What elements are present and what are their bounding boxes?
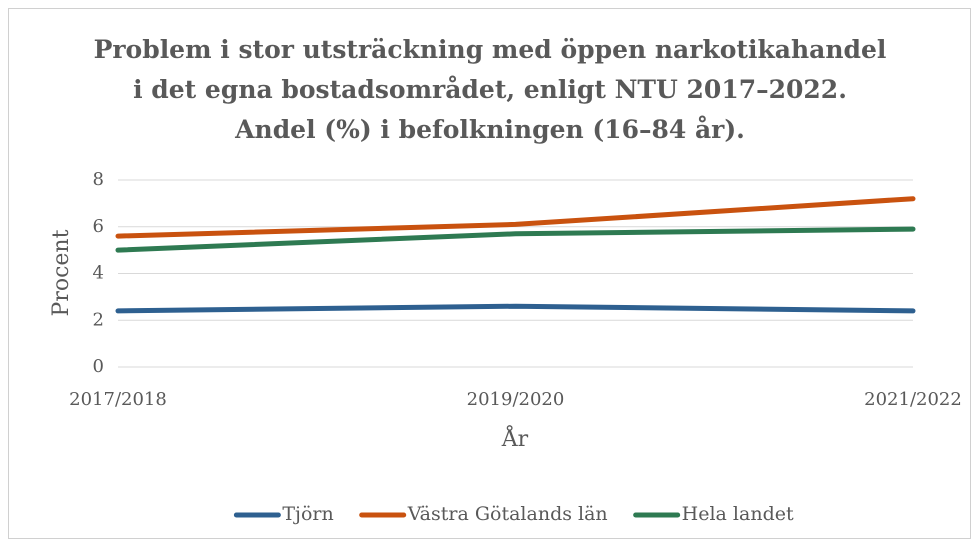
y-tick-label: 2 bbox=[93, 309, 104, 330]
y-tick-label: 0 bbox=[93, 356, 104, 377]
data-line bbox=[115, 226, 916, 253]
legend-item: Västra Götalands län bbox=[359, 503, 608, 525]
legend-label: Hela landet bbox=[682, 503, 794, 525]
chart-border bbox=[8, 8, 971, 539]
chart-title: Problem i stor utsträckning med öppen na… bbox=[93, 35, 887, 144]
y-tick-label: 4 bbox=[93, 263, 104, 284]
x-tick-label: 2019/2020 bbox=[467, 389, 565, 410]
data-line bbox=[115, 196, 916, 239]
y-tick-label: 6 bbox=[93, 216, 104, 237]
x-tick-label: 2017/2018 bbox=[69, 389, 167, 410]
x-axis-label: År bbox=[501, 424, 529, 452]
x-tick-label: 2021/2022 bbox=[864, 389, 962, 410]
legend-label: Västra Götalands län bbox=[407, 503, 608, 525]
legend-item: Hela landet bbox=[633, 503, 794, 525]
legend-item: Tjörn bbox=[233, 503, 334, 525]
y-tick-label: 8 bbox=[93, 169, 104, 190]
data-line bbox=[115, 303, 916, 314]
y-axis-label: Procent bbox=[49, 229, 74, 316]
legend-label: Tjörn bbox=[282, 503, 333, 525]
